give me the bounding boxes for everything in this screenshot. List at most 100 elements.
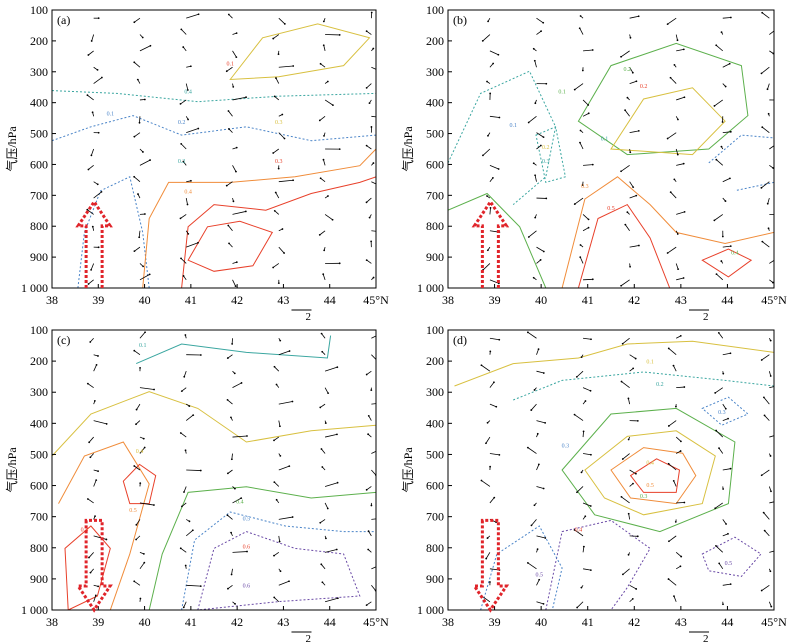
- wind-vector-head: [635, 194, 638, 197]
- wind-vector-head: [582, 430, 585, 433]
- wind-vector: [622, 453, 630, 460]
- wind-vector-head: [381, 332, 383, 334]
- contour-label: 0.3: [275, 159, 283, 165]
- wind-vector-head: [179, 217, 182, 220]
- y-tick-label: 100: [426, 3, 444, 17]
- wind-vector: [622, 568, 630, 575]
- wind-vector: [371, 115, 376, 118]
- wind-vector: [232, 211, 246, 215]
- wind-vector: [527, 332, 537, 339]
- wind-vector-head: [627, 512, 630, 515]
- contour-label: 0.1: [107, 112, 115, 118]
- contour-line: [561, 176, 774, 288]
- wind-vector-head: [322, 158, 325, 161]
- wind-vector: [93, 420, 107, 425]
- wind-vector-head: [489, 92, 492, 95]
- contour-label: 0.2: [542, 145, 550, 151]
- x-tick-label: 41: [185, 293, 197, 307]
- wind-vector-head: [323, 249, 326, 252]
- x-tick-label: 40: [535, 293, 547, 307]
- wind-vector: [134, 246, 141, 252]
- wind-vector-head: [90, 40, 93, 42]
- wind-vector: [275, 77, 280, 84]
- wind-vector-head: [370, 240, 373, 243]
- wind-vector: [536, 30, 542, 35]
- y-tick-label: 600: [30, 479, 48, 493]
- wind-vector: [366, 259, 372, 264]
- wind-vector-head: [540, 30, 542, 33]
- wind-vector-head: [100, 76, 103, 79]
- wind-vector: [576, 370, 584, 378]
- panel-label: (d): [453, 333, 467, 347]
- wind-vector-head: [273, 95, 276, 98]
- wind-vector-head: [579, 129, 582, 132]
- wind-vector: [366, 601, 372, 606]
- wind-vector-head: [135, 538, 138, 541]
- x-tick-label: 44: [324, 293, 336, 307]
- wind-vector-head: [105, 423, 108, 425]
- wind-vector: [715, 545, 724, 553]
- wind-vector-head: [133, 61, 136, 64]
- wind-vector: [716, 273, 724, 281]
- wind-vector-head: [729, 130, 732, 133]
- wind-vector-head: [667, 347, 670, 350]
- wind-vector: [629, 354, 636, 359]
- wind-vector-head: [677, 118, 679, 121]
- wind-vector: [582, 99, 589, 106]
- wind-vector-head: [273, 439, 275, 442]
- wind-vector: [87, 94, 94, 101]
- wind-vector: [320, 403, 326, 408]
- x-tick-label: 38: [442, 293, 454, 307]
- wind-vector: [183, 601, 187, 608]
- wind-vector-head: [225, 70, 228, 73]
- wind-vector: [582, 546, 585, 553]
- wind-vector-head: [197, 13, 200, 16]
- wind-vector: [278, 580, 290, 586]
- y-tick-label: 200: [30, 354, 48, 368]
- wind-vector-head: [635, 80, 638, 83]
- wind-vector-head: [635, 588, 638, 590]
- wind-vector-head: [580, 471, 583, 474]
- wind-vector-head: [769, 455, 772, 457]
- wind-vector: [718, 332, 724, 339]
- wind-vector-head: [493, 496, 496, 499]
- wind-vector-head: [579, 256, 582, 259]
- wind-vector-head: [713, 219, 716, 222]
- wind-vector: [769, 145, 774, 150]
- x-tick-label: 42: [231, 615, 243, 629]
- wind-vector: [481, 480, 491, 487]
- wind-vector-head: [497, 168, 500, 170]
- wind-vector-head: [326, 80, 329, 83]
- wind-vector-head: [589, 569, 592, 572]
- wind-vector: [88, 279, 94, 285]
- wind-vector-head: [235, 261, 238, 264]
- wind-vector: [722, 63, 730, 68]
- wind-vector: [371, 230, 376, 232]
- wind-vector-head: [230, 531, 232, 534]
- wind-vector-head: [184, 564, 187, 567]
- y-tick-label: 300: [426, 385, 444, 399]
- wind-vector-head: [534, 174, 537, 177]
- wind-vector: [531, 519, 537, 526]
- wind-vector-head: [729, 177, 731, 180]
- wind-vector-head: [181, 505, 183, 508]
- wind-vector-head: [199, 354, 202, 356]
- wind-vector-head: [672, 480, 675, 482]
- wind-vector: [629, 130, 639, 134]
- wind-vector-head: [717, 331, 720, 334]
- wind-vector-head: [139, 366, 141, 369]
- wind-vector-head: [367, 414, 370, 417]
- contour-label: 0.3: [640, 494, 648, 500]
- wind-vector: [764, 530, 770, 537]
- wind-vector-head: [191, 529, 194, 532]
- wind-vector: [88, 50, 94, 56]
- wind-vector-head: [182, 275, 185, 277]
- wind-vector-head: [133, 580, 136, 583]
- wind-vector: [762, 241, 770, 248]
- x-tick-label: 39: [489, 615, 501, 629]
- wind-vector-head: [579, 15, 582, 17]
- wind-vector-head: [769, 339, 772, 342]
- y-tick-label: 200: [30, 34, 48, 48]
- wind-vector-head: [273, 365, 276, 368]
- wind-vector-head: [674, 521, 677, 523]
